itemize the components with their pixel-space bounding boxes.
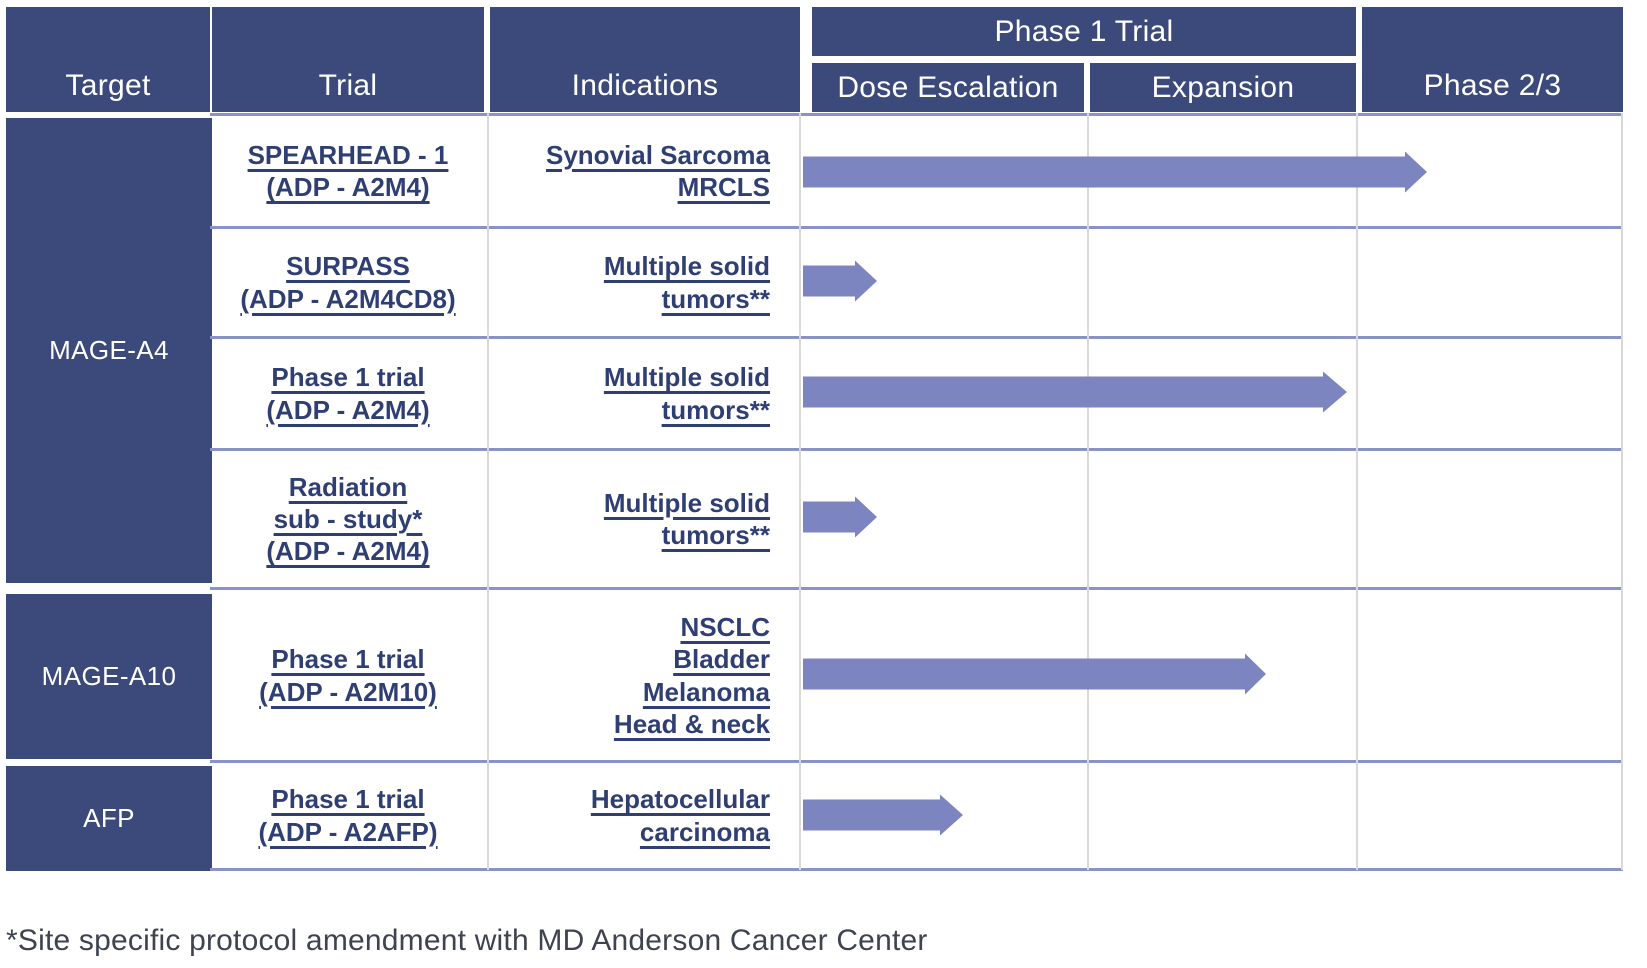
header-phase1-label: Phase 1 Trial xyxy=(994,14,1174,48)
indication-link-multiple-solid-tumors-3[interactable]: Multiple solid tumors** xyxy=(603,487,770,550)
row-separator xyxy=(210,448,1623,451)
header-indications-label: Indications xyxy=(571,69,719,102)
header-target: Target xyxy=(6,7,210,112)
progress-arrow-phase1-a2m4 xyxy=(803,371,1347,413)
progress-arrow-radiation-substudy xyxy=(803,496,877,538)
row-separator xyxy=(210,226,1623,229)
header-phase1-trial: Phase 1 Trial xyxy=(812,7,1356,56)
header-expansion-label: Expansion xyxy=(1151,70,1295,104)
row-separator xyxy=(210,868,1623,871)
target-group-mage-a10: MAGE-A10 xyxy=(6,594,212,759)
column-gridline xyxy=(1621,113,1623,870)
header-trial-label: Trial xyxy=(318,69,378,102)
header-trial: Trial xyxy=(212,7,484,112)
indication-link-synovial-sarcoma[interactable]: Synovial Sarcoma MRCLS xyxy=(546,139,770,202)
header-indications: Indications xyxy=(490,7,800,112)
header-phase23-label: Phase 2/3 xyxy=(1423,69,1562,102)
indication-link-hepatocellular-carcinoma[interactable]: Hepatocellular carcinoma xyxy=(590,784,770,847)
table-bottom-edge xyxy=(6,868,210,871)
indication-link-multiple-solid-tumors-1[interactable]: Multiple solid tumors** xyxy=(603,251,770,314)
target-group-afp-label: AFP xyxy=(83,802,135,833)
row-separator xyxy=(210,336,1623,339)
column-gridline xyxy=(487,113,489,870)
header-phase23: Phase 2/3 xyxy=(1362,7,1623,112)
column-gridline xyxy=(1356,113,1358,870)
row-separator xyxy=(210,113,1623,116)
target-group-mage-a10-label: MAGE-A10 xyxy=(41,661,177,691)
trial-link-phase1-a2m4[interactable]: Phase 1 trial (ADP - A2M4) xyxy=(266,362,430,425)
row-separator xyxy=(210,760,1623,763)
trial-link-radiation-substudy[interactable]: Radiation sub - study* (ADP - A2M4) xyxy=(266,471,430,567)
column-gridline xyxy=(799,113,801,870)
target-group-afp: AFP xyxy=(6,766,212,870)
column-gridline xyxy=(1087,113,1089,870)
target-group-mage-a4-label: MAGE-A4 xyxy=(49,335,169,365)
progress-arrow-spearhead-1 xyxy=(803,151,1427,193)
progress-arrow-surpass xyxy=(803,260,877,302)
footnote: *Site specific protocol amendment with M… xyxy=(6,924,928,957)
header-target-label: Target xyxy=(65,69,151,102)
target-group-mage-a4: MAGE-A4 xyxy=(6,118,212,583)
row-separator xyxy=(210,587,1623,590)
header-dose-escalation-label: Dose Escalation xyxy=(837,70,1059,104)
indication-link-nsclc-bladder-melanoma[interactable]: NSCLC Bladder Melanoma Head & neck xyxy=(613,612,770,739)
header-expansion: Expansion xyxy=(1090,63,1356,112)
trial-link-phase1-a2m10[interactable]: Phase 1 trial (ADP - A2M10) xyxy=(259,644,437,707)
header-dose-escalation: Dose Escalation xyxy=(812,63,1084,112)
trial-link-spearhead-1[interactable]: SPEARHEAD - 1 (ADP - A2M4) xyxy=(247,139,449,202)
trial-link-phase1-a2afp[interactable]: Phase 1 trial (ADP - A2AFP) xyxy=(258,784,438,847)
trial-link-surpass[interactable]: SURPASS (ADP - A2M4CD8) xyxy=(240,251,456,314)
progress-arrow-phase1-a2afp xyxy=(803,794,963,836)
progress-arrow-phase1-a2m10 xyxy=(803,653,1266,695)
indication-link-multiple-solid-tumors-2[interactable]: Multiple solid tumors** xyxy=(603,362,770,425)
